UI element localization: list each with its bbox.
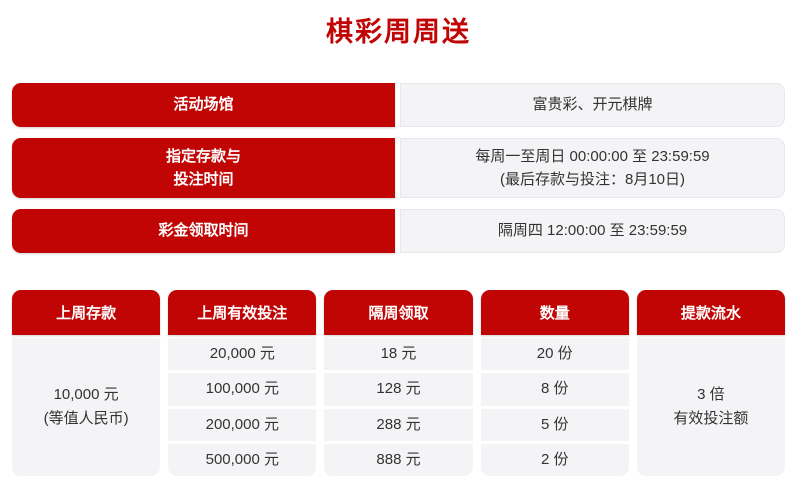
table-cell: 288 元	[324, 408, 473, 441]
turnover-cell: 3 倍 有效投注额	[636, 338, 786, 476]
page-title: 棋彩周周送	[326, 17, 471, 47]
column-valid-bets: 上周有效投注 20,000 元 100,000 元 200,000 元 500,…	[168, 290, 317, 476]
deposit-cell: 10,000 元 (等值人民币)	[12, 338, 161, 476]
info-row-deposit-time: 指定存款与 投注时间 每周一至周日 00:00:00 至 23:59:59 (最…	[12, 138, 785, 198]
deposit-amount: 10,000 元	[53, 386, 119, 403]
prize-table: 上周存款 10,000 元 (等值人民币) 上周有效投注 20,000 元 10…	[12, 290, 786, 476]
table-cell: 20 份	[480, 338, 629, 371]
column-header: 提款流水	[636, 290, 786, 335]
column-header: 上周有效投注	[168, 290, 317, 335]
turnover-note: 有效投注额	[673, 410, 749, 427]
column-body: 10,000 元 (等值人民币)	[12, 338, 161, 476]
column-header: 数量	[480, 290, 629, 335]
column-last-week-deposit: 上周存款 10,000 元 (等值人民币)	[12, 290, 161, 476]
deposit-note: (等值人民币)	[43, 410, 129, 427]
info-row-claim-time: 彩金领取时间 隔周四 12:00:00 至 23:59:59	[12, 209, 785, 253]
info-value-text: 隔周四 12:00:00 至 23:59:59	[497, 222, 688, 240]
info-rows: 活动场馆 富贵彩、开元棋牌 指定存款与 投注时间 每周一至周日 00:00:00…	[12, 83, 785, 253]
info-label-claim-time: 彩金领取时间	[12, 209, 395, 253]
column-header: 隔周领取	[324, 290, 473, 335]
column-body: 18 元 128 元 288 元 888 元	[324, 338, 473, 476]
info-label-venue: 活动场馆	[12, 83, 395, 127]
column-body: 20,000 元 100,000 元 200,000 元 500,000 元	[168, 338, 317, 476]
table-cell: 200,000 元	[168, 408, 317, 441]
column-biweekly-claim: 隔周领取 18 元 128 元 288 元 888 元	[324, 290, 473, 476]
table-cell: 128 元	[324, 373, 473, 406]
table-cell: 18 元	[324, 338, 473, 371]
info-value-venue: 富贵彩、开元棋牌	[400, 83, 785, 127]
table-cell: 8 份	[480, 373, 629, 406]
info-value-line1: 每周一至周日 00:00:00 至 23:59:59	[475, 147, 710, 165]
info-row-venue: 活动场馆 富贵彩、开元棋牌	[12, 83, 785, 127]
column-body: 3 倍 有效投注额	[636, 338, 786, 476]
column-header: 上周存款	[12, 290, 161, 335]
info-label-line1: 指定存款与	[165, 147, 241, 165]
info-value-deposit-time: 每周一至周日 00:00:00 至 23:59:59 (最后存款与投注：8月10…	[400, 138, 785, 198]
info-value-claim-time: 隔周四 12:00:00 至 23:59:59	[400, 209, 785, 253]
column-quantity: 数量 20 份 8 份 5 份 2 份	[480, 290, 629, 476]
info-value-text: 富贵彩、开元棋牌	[532, 96, 653, 114]
table-cell: 888 元	[324, 443, 473, 476]
info-label-line2: 投注时间	[173, 171, 234, 188]
table-cell: 5 份	[480, 408, 629, 441]
table-cell: 2 份	[480, 443, 629, 476]
table-cell: 500,000 元	[168, 443, 317, 476]
info-label-text: 活动场馆	[173, 96, 234, 114]
turnover-multiplier: 3 倍	[697, 386, 725, 403]
info-label-text: 彩金领取时间	[158, 222, 249, 240]
table-cell: 100,000 元	[168, 373, 317, 406]
column-withdrawal-turnover: 提款流水 3 倍 有效投注额	[636, 290, 786, 476]
info-label-deposit-time: 指定存款与 投注时间	[12, 138, 395, 198]
info-value-line2: (最后存款与投注：8月10日)	[499, 171, 686, 188]
column-body: 20 份 8 份 5 份 2 份	[480, 338, 629, 476]
table-cell: 20,000 元	[168, 338, 317, 371]
